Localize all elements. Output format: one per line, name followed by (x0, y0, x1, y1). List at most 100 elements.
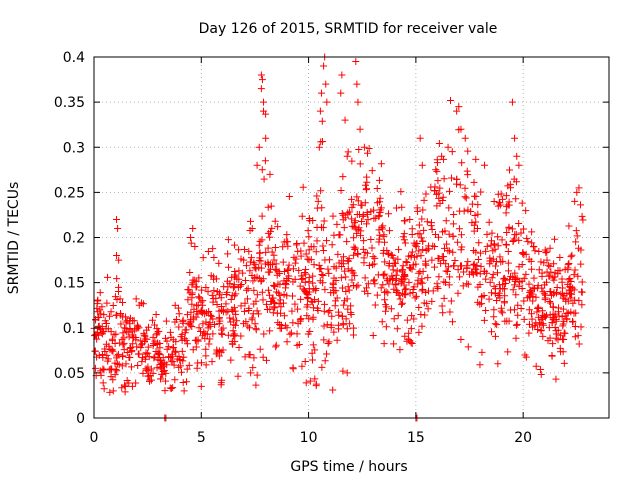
data-point (557, 331, 565, 339)
data-point (150, 354, 158, 362)
data-point (400, 281, 408, 289)
data-point (457, 231, 465, 239)
data-point (145, 372, 153, 380)
y-tick-label: 0.05 (54, 366, 85, 382)
data-point (353, 80, 361, 88)
data-point (351, 244, 359, 252)
data-point (341, 116, 349, 124)
data-point (192, 313, 200, 321)
data-point (433, 167, 441, 175)
data-point (119, 299, 127, 307)
data-point (176, 356, 184, 364)
data-point (527, 310, 535, 318)
data-point (183, 365, 191, 373)
data-point (246, 258, 254, 266)
data-point (208, 291, 216, 299)
data-point (339, 320, 347, 328)
data-point (491, 332, 499, 340)
data-point (121, 381, 129, 389)
data-point (436, 184, 444, 192)
data-point (202, 361, 210, 369)
data-point (114, 224, 122, 232)
data-point (413, 240, 421, 248)
data-point (316, 107, 324, 115)
data-point (280, 267, 288, 275)
data-point (109, 387, 117, 395)
data-point (363, 210, 371, 218)
data-point (396, 295, 404, 303)
y-tick-label: 0.2 (63, 231, 85, 247)
data-point (481, 267, 489, 275)
data-point (186, 289, 194, 297)
data-point (500, 298, 508, 306)
data-point (558, 284, 566, 292)
data-point (406, 289, 414, 297)
data-point (148, 316, 156, 324)
data-point (155, 351, 163, 359)
data-point (202, 352, 210, 360)
data-point (252, 325, 260, 333)
data-point (237, 280, 245, 288)
data-point (448, 148, 456, 156)
data-point (294, 247, 302, 255)
data-point (244, 295, 252, 303)
data-point (513, 274, 521, 282)
data-point (349, 201, 357, 209)
data-point (301, 286, 309, 294)
axis-ticks: 0 5 10 15 20 0 0.05 0.1 0.15 0.2 0.25 0.3 0.35 0.4 (54, 50, 609, 446)
data-point (501, 292, 509, 300)
data-point (375, 176, 383, 184)
data-point (267, 202, 275, 210)
data-point (368, 244, 376, 252)
data-point (477, 262, 485, 270)
data-point (104, 325, 112, 333)
data-point (438, 253, 446, 261)
data-point (551, 310, 559, 318)
data-point (455, 225, 463, 233)
data-point (256, 249, 264, 257)
data-point (470, 178, 478, 186)
data-point (333, 294, 341, 302)
data-point (343, 238, 351, 246)
data-point (377, 160, 385, 168)
data-point (407, 253, 415, 261)
data-point (381, 296, 389, 304)
data-point (490, 313, 498, 321)
data-point (440, 294, 448, 302)
data-point (161, 387, 169, 395)
data-point (116, 339, 124, 347)
data-point (204, 247, 212, 255)
data-point (505, 198, 513, 206)
data-point (498, 309, 506, 317)
data-point (417, 252, 425, 260)
data-point (264, 203, 272, 211)
data-point (539, 321, 547, 329)
data-point (212, 275, 220, 283)
data-point (344, 283, 352, 291)
data-point (406, 216, 414, 224)
data-point (297, 315, 305, 323)
data-point (186, 321, 194, 329)
data-point (258, 76, 266, 84)
data-point (482, 306, 490, 314)
data-point (495, 199, 503, 207)
data-point (258, 212, 266, 220)
data-point (400, 230, 408, 238)
data-point (410, 315, 418, 323)
data-point (512, 334, 520, 342)
data-point (339, 211, 347, 219)
data-point (266, 327, 274, 335)
data-point (253, 291, 261, 299)
data-point (488, 237, 496, 245)
data-point (248, 314, 256, 322)
data-point (266, 233, 274, 241)
data-point (563, 315, 571, 323)
data-point (213, 300, 221, 308)
data-point (571, 266, 579, 274)
data-point (441, 244, 449, 252)
data-point (91, 364, 99, 372)
data-point (446, 308, 454, 316)
data-point (578, 212, 586, 220)
data-point (286, 330, 294, 338)
data-point (404, 335, 412, 343)
